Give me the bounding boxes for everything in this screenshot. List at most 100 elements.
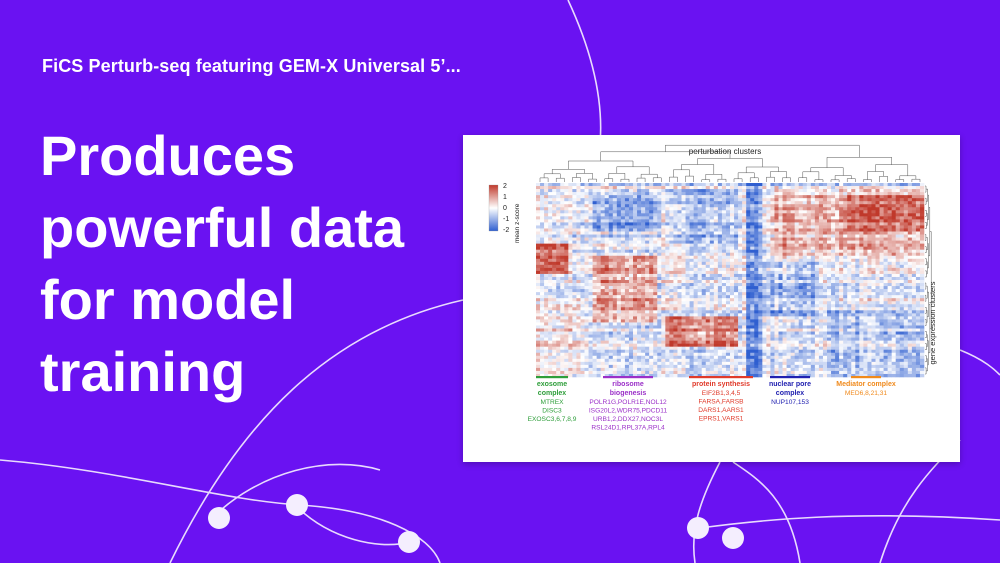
heatmap-cell — [657, 270, 662, 275]
heatmap-cell — [689, 207, 694, 211]
heatmap-cell — [616, 231, 622, 235]
heatmap-cell — [580, 267, 585, 272]
heatmap-cell — [770, 301, 775, 305]
heatmap-cell — [790, 219, 795, 223]
heatmap-cell — [673, 334, 678, 338]
heatmap-cell — [717, 207, 723, 211]
perturbation-dendrogram — [539, 144, 921, 182]
heatmap-cell — [798, 192, 804, 196]
heatmap-cell — [600, 322, 606, 326]
heatmap-cell — [649, 283, 654, 287]
heatmap-cell — [818, 319, 824, 323]
heatmap-cell — [584, 298, 589, 302]
heatmap-cell — [887, 328, 892, 332]
heatmap-cell — [847, 204, 852, 208]
heatmap-cell — [725, 201, 731, 205]
heatmap-cell — [564, 286, 569, 290]
heatmap-cell — [628, 237, 634, 241]
heatmap-cell — [754, 331, 759, 335]
heatmap-cell — [661, 258, 666, 263]
heatmap-cell — [879, 249, 884, 254]
heatmap-cell — [560, 186, 565, 190]
heatmap-cell — [919, 213, 925, 217]
heatmap-cell — [879, 295, 884, 299]
heatmap-cell — [734, 204, 739, 208]
heatmap-cell — [907, 301, 913, 305]
heatmap-cell — [552, 295, 557, 299]
heatmap-cell — [564, 261, 569, 266]
heatmap-cell — [717, 216, 723, 220]
heatmap-cell — [568, 213, 573, 217]
heatmap-cell — [806, 264, 812, 269]
heatmap-cell — [911, 234, 917, 238]
heatmap-cell — [705, 283, 711, 287]
heatmap-cell — [822, 264, 828, 269]
heatmap-cell — [556, 292, 561, 296]
heatmap-cell — [867, 283, 872, 287]
heatmap-cell — [899, 222, 905, 226]
heatmap-cell — [681, 313, 686, 317]
heatmap-cell — [806, 310, 812, 314]
heatmap-cell — [620, 307, 626, 311]
heatmap-cell — [624, 316, 630, 320]
heatmap-cell — [697, 210, 703, 214]
heatmap-cell — [794, 319, 800, 323]
heatmap-cell — [734, 261, 739, 266]
heatmap-cell — [661, 237, 666, 241]
heatmap-cell — [847, 258, 852, 263]
heatmap-cell — [572, 283, 577, 287]
heatmap-cell — [540, 186, 545, 190]
heatmap-cell — [697, 189, 703, 193]
heatmap-cell — [766, 204, 771, 208]
heatmap-cell — [709, 186, 715, 190]
heatmap-cell — [596, 261, 601, 266]
heatmap-cell — [608, 301, 614, 305]
heatmap-cell — [600, 201, 606, 205]
heatmap-cell — [709, 264, 715, 269]
heatmap-cell — [730, 301, 735, 305]
heatmap-cell — [548, 319, 553, 323]
heatmap-cell — [669, 225, 674, 229]
heatmap-cell — [701, 322, 707, 326]
heatmap-cell — [544, 240, 549, 244]
heatmap-cell — [786, 325, 791, 329]
heatmap-cell — [661, 319, 666, 323]
heatmap-cell — [689, 192, 694, 196]
heatmap-cell — [713, 246, 719, 250]
heatmap-cell — [661, 219, 666, 223]
heatmap-cell — [592, 252, 597, 257]
heatmap-cell — [903, 261, 909, 266]
heatmap-cell — [822, 322, 828, 326]
heatmap-cell — [560, 267, 565, 272]
heatmap-cell — [536, 210, 541, 214]
heatmap-cell — [641, 255, 646, 260]
heatmap-cell — [883, 270, 888, 275]
heatmap-cell — [891, 234, 897, 238]
heatmap-cell — [600, 198, 606, 202]
heatmap-cell — [681, 228, 686, 232]
heatmap-cell — [887, 334, 892, 338]
heatmap-cell — [620, 252, 626, 257]
heatmap-cell — [544, 210, 549, 214]
heatmap-cell — [859, 286, 864, 290]
heatmap-cell — [637, 210, 642, 214]
heatmap-cell — [879, 183, 884, 187]
heatmap-cell — [818, 216, 824, 220]
heatmap-cell — [879, 283, 884, 287]
heatmap-cell — [596, 231, 601, 235]
heatmap-cell — [859, 289, 864, 293]
heatmap-cell — [596, 234, 601, 238]
heatmap-cell — [806, 213, 812, 217]
heatmap-cell — [620, 201, 626, 205]
heatmap-cell — [620, 255, 626, 260]
heatmap-cell — [628, 267, 634, 272]
heatmap-cell — [782, 325, 787, 329]
heatmap-cell — [883, 292, 888, 296]
heatmap-cell — [701, 210, 707, 214]
heatmap-cell — [665, 225, 670, 229]
heatmap-cell — [572, 207, 577, 211]
heatmap-cell — [604, 189, 610, 193]
heatmap-cell — [887, 249, 892, 254]
heatmap-cell — [685, 186, 690, 190]
heatmap-cell — [580, 307, 585, 311]
